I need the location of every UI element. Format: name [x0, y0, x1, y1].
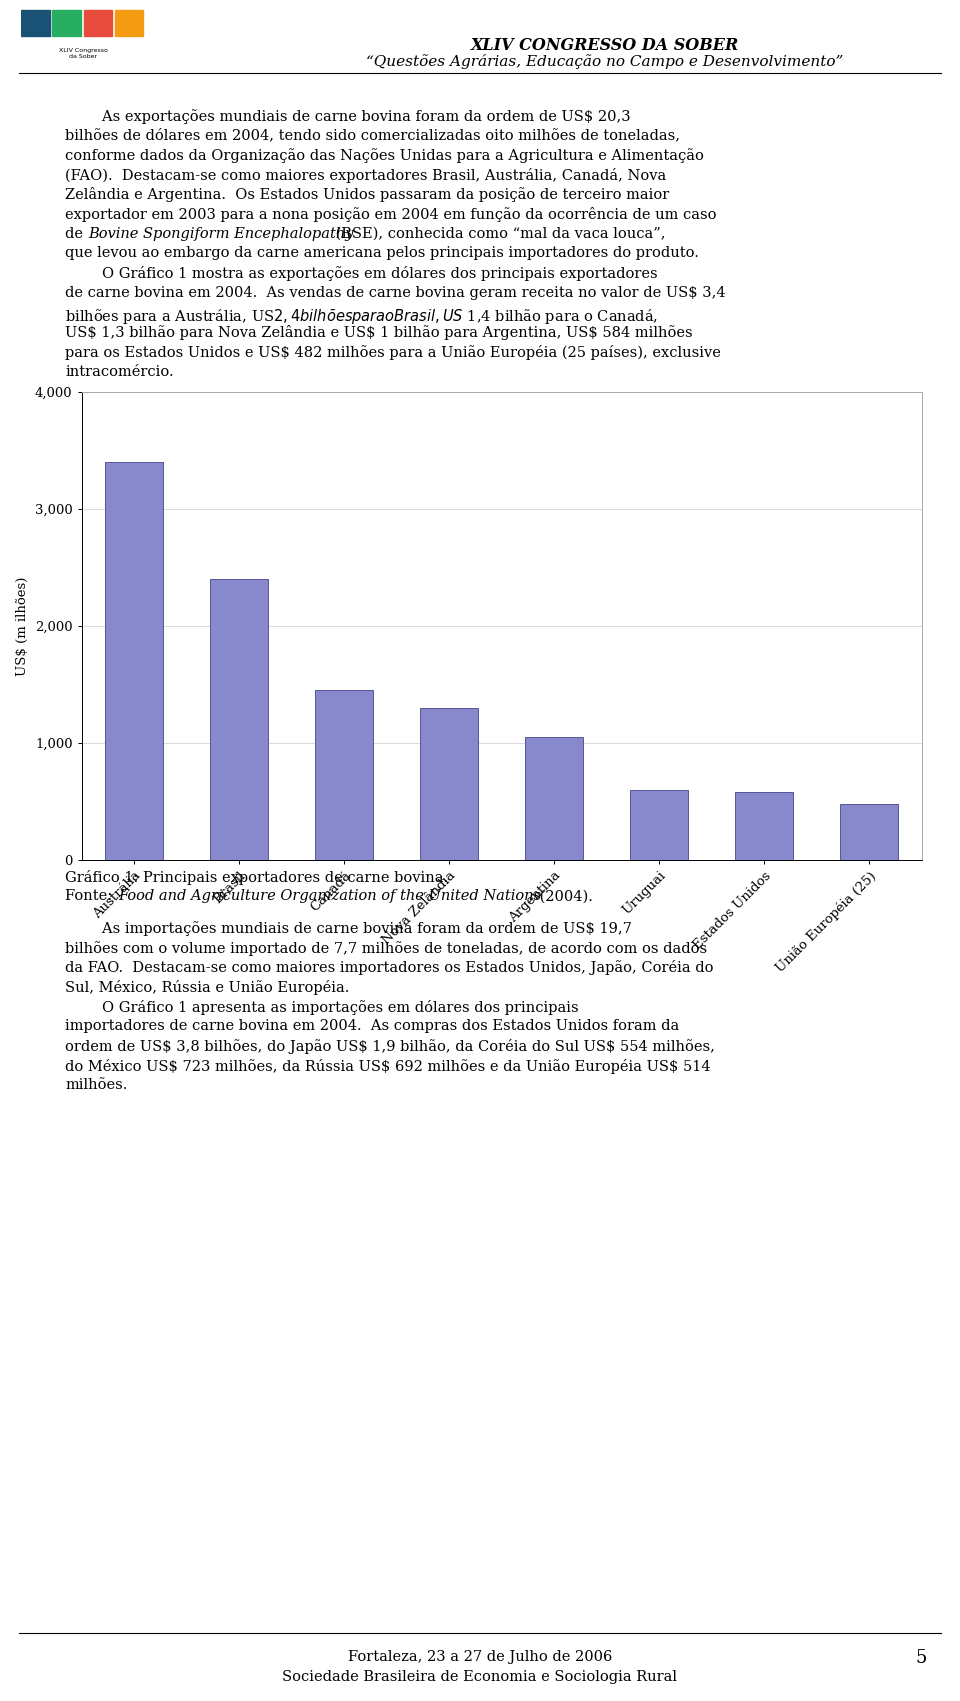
Text: XLIV CONGRESSO DA SOBER: XLIV CONGRESSO DA SOBER	[470, 37, 739, 54]
Text: milhões.: milhões.	[65, 1078, 128, 1092]
Text: intracomércio.: intracomércio.	[65, 364, 174, 379]
Text: para os Estados Unidos e US$ 482 milhões para a União Européia (25 países), excl: para os Estados Unidos e US$ 482 milhões…	[65, 345, 721, 361]
Text: O Gráfico 1 apresenta as importações em dólares dos principais: O Gráfico 1 apresenta as importações em …	[65, 1000, 579, 1015]
Y-axis label: US$ (m ilhões): US$ (m ilhões)	[16, 577, 29, 675]
Bar	[420, 708, 478, 861]
Text: Fonte:: Fonte:	[65, 890, 117, 903]
Text: bilhões com o volume importado de 7,7 milhões de toneladas, de acordo com os dad: bilhões com o volume importado de 7,7 mi…	[65, 941, 708, 956]
Text: conforme dados da Organização das Nações Unidas para a Agricultura e Alimentação: conforme dados da Organização das Nações…	[65, 148, 704, 163]
Bar	[115, 10, 143, 36]
Text: da FAO.  Destacam-se como maiores importadores os Estados Unidos, Japão, Coréia : da FAO. Destacam-se como maiores importa…	[65, 961, 714, 975]
Bar	[52, 10, 81, 36]
Bar	[840, 803, 898, 861]
Text: (BSE), conhecida como “mal da vaca louca”,: (BSE), conhecida como “mal da vaca louca…	[330, 226, 665, 242]
Text: de: de	[65, 226, 88, 242]
Text: (2004).: (2004).	[536, 890, 593, 903]
Text: (FAO).  Destacam-se como maiores exportadores Brasil, Austrália, Canadá, Nova: (FAO). Destacam-se como maiores exportad…	[65, 168, 666, 182]
Bar	[630, 789, 688, 861]
Text: “Questões Agrárias, Educação no Campo e Desenvolvimento”: “Questões Agrárias, Educação no Campo e …	[366, 54, 844, 70]
Text: ordem de US$ 3,8 bilhões, do Japão US$ 1,9 bilhão, da Coréia do Sul US$ 554 milh: ordem de US$ 3,8 bilhões, do Japão US$ 1…	[65, 1039, 715, 1055]
Text: do México US$ 723 milhões, da Rússia US$ 692 milhões e da União Européia US$ 514: do México US$ 723 milhões, da Rússia US$…	[65, 1058, 711, 1073]
Text: 5: 5	[915, 1650, 926, 1667]
Text: As exportações mundiais de carne bovina foram da ordem de US$ 20,3: As exportações mundiais de carne bovina …	[65, 109, 631, 124]
Bar	[210, 580, 268, 861]
Text: importadores de carne bovina em 2004.  As compras dos Estados Unidos foram da: importadores de carne bovina em 2004. As…	[65, 1019, 680, 1034]
Bar	[525, 737, 583, 861]
Text: US$ 1,3 bilhão para Nova Zelândia e US$ 1 bilhão para Argentina, US$ 584 milhões: US$ 1,3 bilhão para Nova Zelândia e US$ …	[65, 325, 693, 340]
Text: Gráfico 1: Principais exportadores de carne bovina.: Gráfico 1: Principais exportadores de ca…	[65, 869, 448, 885]
Text: XLIV Congresso
da Sober: XLIV Congresso da Sober	[60, 48, 108, 60]
Text: Bovine Spongiform Encephalopathy: Bovine Spongiform Encephalopathy	[88, 226, 353, 242]
Bar	[315, 691, 373, 861]
Bar	[21, 10, 50, 36]
Text: As importações mundiais de carne bovina foram da ordem de US$ 19,7: As importações mundiais de carne bovina …	[65, 920, 632, 936]
Text: que levou ao embargo da carne americana pelos principais importadores do produto: que levou ao embargo da carne americana …	[65, 247, 699, 260]
Text: de carne bovina em 2004.  As vendas de carne bovina geram receita no valor de US: de carne bovina em 2004. As vendas de ca…	[65, 286, 726, 299]
Text: bilhões para a Austrália, US$ 2,4 bilhões para o Brasil, US$ 1,4 bilhão para o C: bilhões para a Austrália, US$ 2,4 bilhõe…	[65, 306, 659, 325]
Text: exportador em 2003 para a nona posição em 2004 em função da ocorrência de um cas: exportador em 2003 para a nona posição e…	[65, 208, 717, 223]
Text: Sociedade Brasileira de Economia e Sociologia Rural: Sociedade Brasileira de Economia e Socio…	[282, 1670, 678, 1684]
Text: bilhões de dólares em 2004, tendo sido comercializadas oito milhões de toneladas: bilhões de dólares em 2004, tendo sido c…	[65, 128, 681, 143]
Text: Sul, México, Rússia e União Européia.: Sul, México, Rússia e União Européia.	[65, 980, 349, 995]
Text: O Gráfico 1 mostra as exportações em dólares dos principais exportadores: O Gráfico 1 mostra as exportações em dól…	[65, 265, 658, 281]
Text: Zelândia e Argentina.  Os Estados Unidos passaram da posição de terceiro maior: Zelândia e Argentina. Os Estados Unidos …	[65, 187, 669, 202]
Text: Fortaleza, 23 a 27 de Julho de 2006: Fortaleza, 23 a 27 de Julho de 2006	[348, 1650, 612, 1664]
Bar	[735, 791, 793, 861]
Text: Food and Agriculture Organization of the United Nations: Food and Agriculture Organization of the…	[118, 890, 541, 903]
Bar	[106, 463, 163, 861]
Bar	[84, 10, 112, 36]
